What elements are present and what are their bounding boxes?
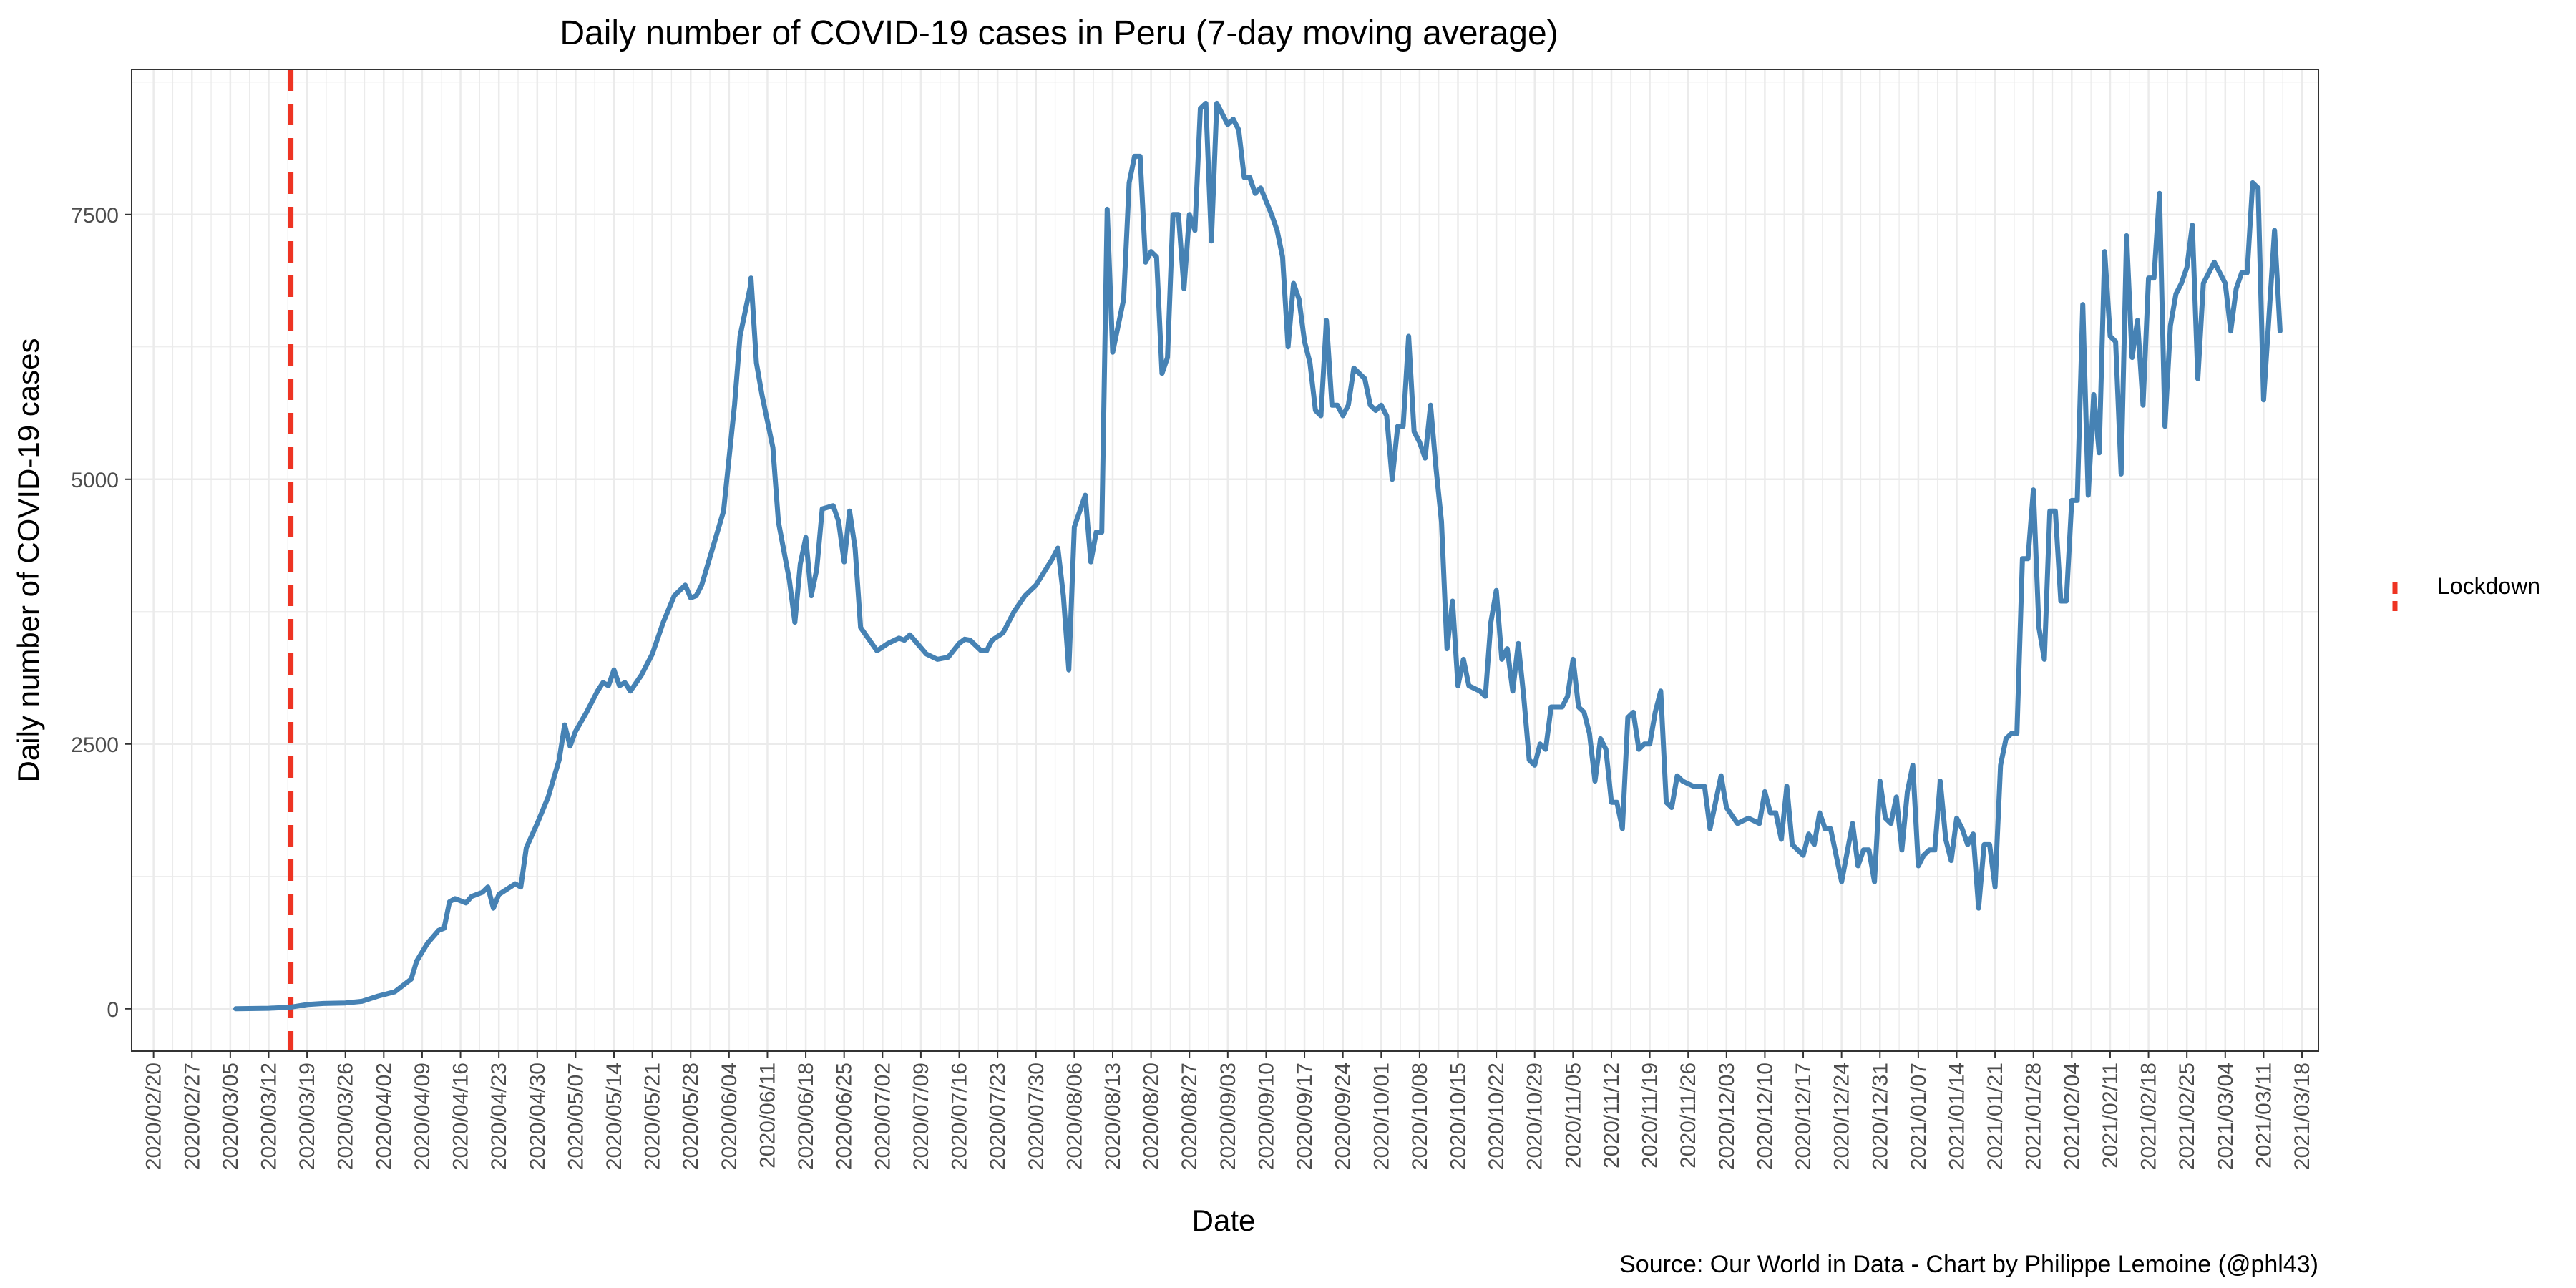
- x-tick-label: 2020/08/20: [1140, 1063, 1163, 1170]
- chart-caption: Source: Our World in Data - Chart by Phi…: [1619, 1251, 2318, 1278]
- x-tick-label: 2021/03/18: [2290, 1063, 2314, 1170]
- x-tick-label: 2020/12/17: [1792, 1063, 1815, 1170]
- x-tick-label: 2020/12/03: [1715, 1063, 1739, 1170]
- cases-series-line: [233, 100, 2283, 1012]
- x-tick-label: 2020/10/01: [1370, 1063, 1393, 1170]
- x-tick-label: 2020/10/22: [1485, 1063, 1508, 1170]
- x-tick-label: 2021/03/11: [2252, 1063, 2275, 1169]
- x-tick-label: 2020/07/23: [986, 1063, 1010, 1170]
- x-tick-label: 2020/09/10: [1254, 1063, 1278, 1170]
- x-tick-label: 2020/04/16: [449, 1063, 473, 1170]
- plot-panel: [131, 69, 2319, 1052]
- legend: Lockdown: [2392, 573, 2540, 611]
- x-axis: 2020/02/20 2020/02/27 2020/03/05 2020/03/12…: [142, 1051, 2314, 1170]
- x-tick-label: 2020/11/12: [1600, 1063, 1624, 1169]
- x-tick-label: 2020/11/19: [1639, 1063, 1662, 1169]
- plot-background: [132, 69, 2318, 1051]
- chart-title: Daily number of COVID-19 cases in Peru (…: [560, 14, 1558, 52]
- x-tick-label: 2020/03/05: [219, 1063, 243, 1170]
- y-axis: 0 2500 5000 7500: [71, 204, 132, 1022]
- x-tick-label: 2020/09/24: [1332, 1063, 1355, 1170]
- x-tick-label: 2020/10/15: [1447, 1063, 1470, 1170]
- x-tick-label: 2020/05/14: [602, 1063, 626, 1170]
- x-tick-label: 2020/03/26: [334, 1063, 358, 1170]
- x-tick-label: 2021/01/28: [2022, 1063, 2046, 1170]
- x-tick-label: 2020/04/30: [526, 1063, 550, 1170]
- x-tick-label: 2020/10/29: [1523, 1063, 1547, 1170]
- major-gridlines: [132, 69, 2318, 1051]
- x-tick-label: 2021/01/14: [1945, 1063, 1968, 1170]
- x-tick-label: 2021/01/21: [1984, 1063, 2007, 1170]
- x-tick-label: 2020/06/04: [718, 1063, 741, 1170]
- x-tick-label: 2020/04/09: [411, 1063, 434, 1170]
- x-tick-label: 2020/06/11: [756, 1063, 779, 1169]
- x-tick-label: 2020/12/10: [1753, 1063, 1777, 1170]
- x-tick-label: 2021/01/07: [1907, 1063, 1931, 1170]
- x-tick-label: 2020/10/08: [1408, 1063, 1432, 1170]
- x-tick-label: 2020/05/07: [564, 1063, 587, 1170]
- x-tick-label: 2020/11/26: [1677, 1063, 1700, 1169]
- x-tick-label: 2020/06/25: [833, 1063, 857, 1170]
- x-tick-label: 2020/05/28: [679, 1063, 703, 1170]
- x-tick-label: 2020/09/03: [1216, 1063, 1240, 1170]
- x-tick-label: 2020/04/23: [487, 1063, 511, 1170]
- y-tick-label: 7500: [71, 204, 119, 228]
- y-tick-label: 5000: [71, 469, 119, 492]
- y-axis-title: Daily number of COVID-19 cases: [11, 338, 45, 783]
- x-tick-label: 2020/07/09: [909, 1063, 933, 1170]
- legend-label-lockdown: Lockdown: [2437, 573, 2540, 599]
- x-tick-label: 2020/04/02: [372, 1063, 396, 1170]
- x-tick-label: 2020/07/16: [948, 1063, 972, 1170]
- x-tick-label: 2020/07/02: [871, 1063, 894, 1170]
- x-tick-label: 2020/12/24: [1830, 1063, 1854, 1170]
- x-tick-label: 2021/02/04: [2060, 1063, 2084, 1170]
- x-tick-label: 2020/02/20: [142, 1063, 166, 1170]
- minor-gridlines: [132, 69, 2318, 1051]
- y-tick-label: 0: [107, 998, 119, 1022]
- x-tick-label: 2020/03/19: [296, 1063, 319, 1170]
- x-tick-label: 2021/02/11: [2099, 1063, 2122, 1169]
- x-tick-label: 2020/02/27: [180, 1063, 204, 1170]
- x-tick-label: 2020/08/27: [1178, 1063, 1201, 1170]
- x-tick-label: 2020/08/13: [1101, 1063, 1125, 1170]
- x-tick-label: 2021/02/25: [2175, 1063, 2199, 1170]
- x-tick-label: 2021/03/04: [2214, 1063, 2238, 1170]
- series-group: [233, 100, 2283, 1012]
- x-tick-label: 2020/11/05: [1561, 1063, 1585, 1169]
- x-axis-title: Date: [1192, 1204, 1256, 1237]
- plot-border: [131, 69, 2319, 1052]
- x-tick-label: 2020/03/12: [257, 1063, 280, 1170]
- x-tick-label: 2020/06/18: [794, 1063, 818, 1170]
- x-tick-label: 2021/02/18: [2137, 1063, 2161, 1170]
- y-tick-label: 2500: [71, 733, 119, 757]
- x-tick-label: 2020/12/31: [1868, 1063, 1892, 1170]
- x-tick-label: 2020/09/17: [1293, 1063, 1317, 1170]
- x-tick-label: 2020/08/06: [1063, 1063, 1086, 1170]
- x-tick-label: 2020/07/30: [1025, 1063, 1048, 1170]
- x-tick-label: 2020/05/21: [641, 1063, 665, 1170]
